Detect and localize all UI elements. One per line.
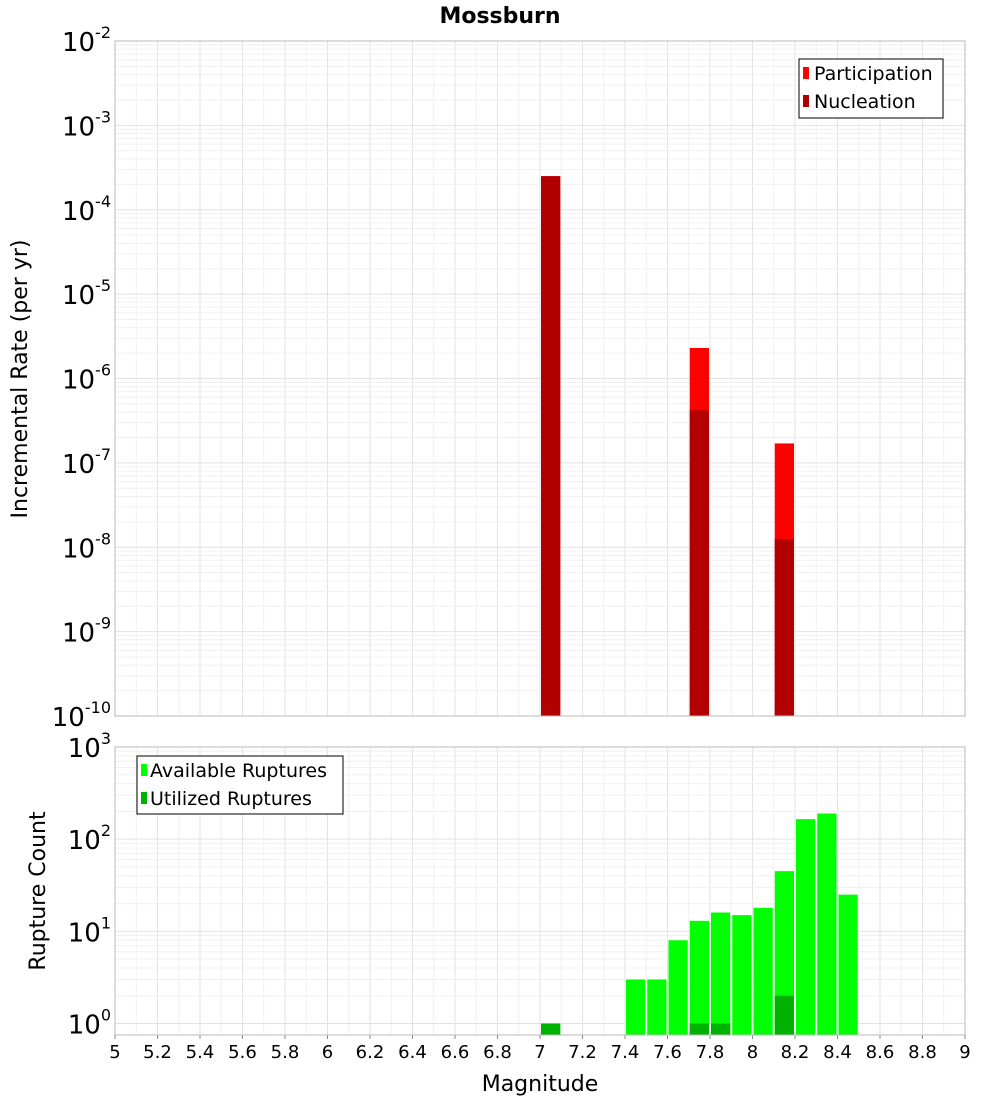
available-ruptures-bar [753, 907, 773, 1035]
rate-y-tick-label: 10-2 [62, 23, 111, 58]
x-tick-label: 8.8 [908, 1042, 937, 1063]
rate-y-axis-label: Incremental Rate (per yr) [8, 240, 33, 519]
count-y-tick-label: 102 [68, 821, 111, 856]
rate-y-tick-label: 10-8 [62, 529, 111, 564]
x-tick-label: 5.2 [143, 1042, 172, 1063]
count-y-ticks: 103 102 101 100 [68, 729, 111, 1040]
nucleation-swatch [803, 95, 809, 107]
rate-grid [114, 41, 966, 717]
rate-plot-border [114, 40, 966, 717]
rate-y-tick-label: 10-6 [62, 361, 111, 396]
count-y-tick-label: 101 [68, 913, 111, 948]
x-tick-label: 6.6 [441, 1042, 470, 1063]
rate-y-tick-label: 10-9 [62, 614, 111, 649]
participation-swatch [803, 67, 809, 79]
utilized-ruptures-bar [711, 1023, 731, 1035]
rate-y-ticks: 10-2 10-3 10-4 10-5 10-6 10-7 10-8 10-9 10-10 [52, 23, 111, 733]
x-tick-label: 8.4 [823, 1042, 852, 1063]
available-swatch [141, 764, 147, 776]
x-tick-label: 5.4 [186, 1042, 215, 1063]
rate-y-tick-label: 10-7 [62, 445, 111, 480]
x-tick-label: 6.4 [398, 1042, 427, 1063]
chart-title: Mossburn [439, 4, 560, 29]
available-ruptures-bar [732, 915, 752, 1035]
available-ruptures-bar [774, 871, 794, 1035]
x-tick-label: 6 [322, 1042, 333, 1063]
available-ruptures-bar [689, 920, 709, 1035]
available-ruptures-bar [838, 894, 858, 1035]
x-tick-label: 7.2 [568, 1042, 597, 1063]
nucleation-bar [774, 539, 794, 716]
x-tick-label: 9 [959, 1042, 970, 1063]
x-tick-label: 8 [747, 1042, 758, 1063]
x-tick-label: 8.6 [866, 1042, 895, 1063]
rate-legend-box [798, 58, 944, 119]
count-y-tick-label: 103 [68, 729, 111, 764]
x-tick-label: 7.8 [696, 1042, 725, 1063]
rate-legend: Participation Nucleation [798, 58, 944, 119]
nucleation-bar [689, 410, 709, 716]
x-axis-label: Magnitude [482, 1072, 599, 1097]
count-x-ticks: 5 5.2 5.4 5.6 5.8 6 6.2 6.4 6.6 6.8 7 7.2 7.4 7.6 7.8 8… [109, 1035, 971, 1063]
rate-bars [541, 176, 794, 716]
x-tick-label: 7.6 [653, 1042, 682, 1063]
available-ruptures-bar [647, 979, 667, 1035]
x-tick-label: 6.8 [483, 1042, 512, 1063]
x-tick-label: 8.2 [781, 1042, 810, 1063]
available-ruptures-bar [626, 979, 646, 1035]
rate-y-tick-label: 10-5 [62, 276, 111, 311]
count-legend: Available Ruptures Utilized Ruptures [136, 755, 344, 815]
count-y-tick-label: 100 [68, 1005, 111, 1040]
count-y-axis-label: Rupture Count [26, 811, 51, 971]
x-tick-label: 7.4 [611, 1042, 640, 1063]
available-ruptures-bar [711, 912, 731, 1035]
rate-y-tick-label: 10-10 [52, 698, 111, 733]
nucleation-legend-label: Nucleation [814, 91, 916, 113]
utilized-ruptures-bar [541, 1023, 561, 1035]
count-legend-box [136, 755, 344, 815]
available-ruptures-bar [817, 813, 837, 1035]
available-ruptures-bar [796, 819, 816, 1035]
utilized-legend-label: Utilized Ruptures [150, 788, 312, 810]
utilized-ruptures-bar [689, 1023, 709, 1035]
nucleation-bar [541, 176, 561, 716]
count-bars [541, 813, 858, 1035]
x-tick-label: 5.8 [271, 1042, 300, 1063]
x-tick-label: 7 [534, 1042, 545, 1063]
available-legend-label: Available Ruptures [150, 760, 327, 782]
x-tick-label: 5.6 [228, 1042, 257, 1063]
participation-legend-label: Participation [814, 63, 933, 85]
rate-y-tick-label: 10-4 [62, 192, 111, 227]
x-tick-label: 6.2 [356, 1042, 385, 1063]
utilized-ruptures-bar [774, 995, 794, 1035]
count-plot-border [114, 746, 966, 1036]
available-ruptures-bar [668, 940, 688, 1035]
utilized-swatch [141, 792, 147, 804]
rate-y-tick-label: 10-3 [62, 107, 111, 142]
x-tick-label: 5 [109, 1042, 120, 1063]
